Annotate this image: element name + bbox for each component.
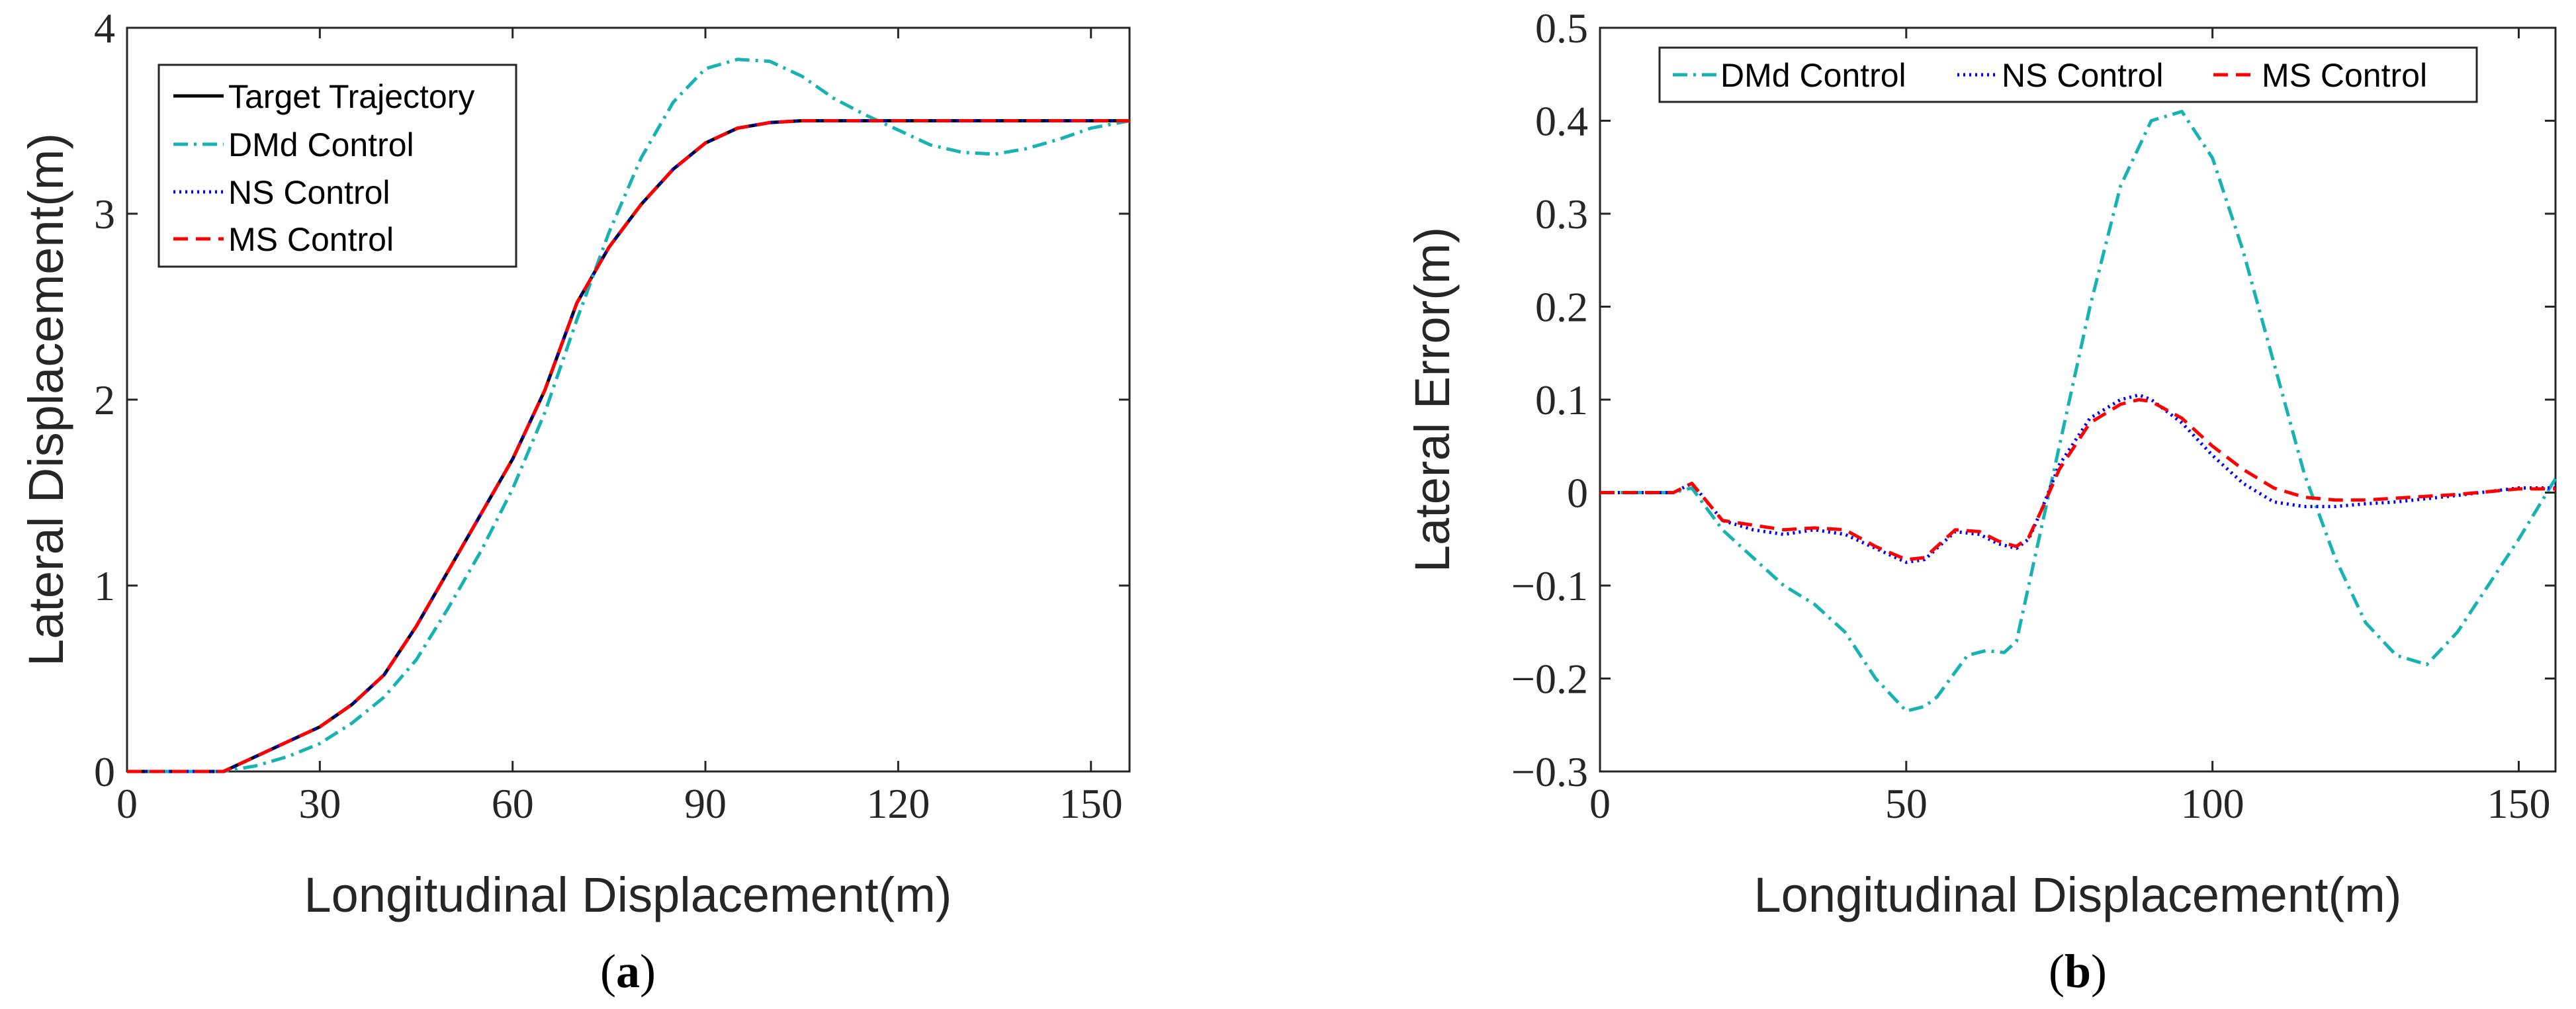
y-tick-label-b: 0.5: [1535, 5, 1588, 52]
legend-label-dmd-control-b: DMd Control: [1720, 57, 1906, 94]
x-tick-label-b: 50: [1885, 780, 1928, 827]
chart-panel-b: 0 50 100 150 −0.3 −0.2 −0.1 0 0.1 0.2 0.3 0.4 0.5 Lo…: [1405, 5, 2557, 998]
legend-label-target-trajectory-a: Target Trajectory: [228, 78, 474, 115]
x-tick-label-b: 100: [2181, 780, 2244, 827]
y-tick-label-a: 0: [94, 748, 115, 795]
x-tick-label-b: 0: [1589, 780, 1611, 827]
ticks-b: 0 50 100 150 −0.3 −0.2 −0.1 0 0.1 0.2 0.3 0.4 0.5: [1511, 5, 2555, 827]
caption-letter-a: a: [616, 945, 640, 998]
series-line-ms-control-a: [127, 119, 1130, 773]
y-tick-label-a: 4: [94, 5, 115, 52]
y-tick-label-a: 1: [94, 562, 115, 609]
legend-box-a: [157, 64, 517, 268]
x-tick-label-a: 0: [116, 780, 138, 827]
caption-letter-b: b: [2065, 945, 2091, 998]
series-group-a: [127, 58, 1130, 773]
legend-label-ns-control-b: NS Control: [2002, 57, 2164, 94]
series-line-dmd-control-b: [1600, 110, 2557, 713]
y-axis-label-b: Lateral Error(m): [1405, 227, 1460, 572]
x-tick-label-a: 30: [298, 780, 341, 827]
legend-label-ms-control-b: MS Control: [2262, 57, 2427, 94]
y-tick-label-a: 2: [94, 376, 115, 423]
legend-a: Target Trajectory DMd Control NS Control…: [157, 64, 517, 268]
series-group-b: [1600, 110, 2557, 713]
legend-label-ns-control-a: NS Control: [228, 174, 390, 211]
legend-label-ms-control-a: MS Control: [228, 221, 394, 258]
series-line-ms-control-b: [1600, 398, 2555, 562]
y-tick-label-b: 0: [1567, 470, 1588, 517]
x-axis-label-b: Longitudinal Displacement(m): [1754, 867, 2402, 922]
series-line-dmd-control-a: [127, 58, 1130, 773]
y-axis-label-a: Lateral Displacement(m): [19, 133, 73, 666]
legend-box-b: [1658, 46, 2478, 103]
x-tick-label-a: 150: [1059, 780, 1123, 827]
y-tick-label-b: −0.3: [1511, 748, 1588, 795]
y-tick-label-b: 0.4: [1535, 98, 1588, 145]
chart-panel-a: 0 30 60 90 120 150 0 1 2 3 4 Longitudinal Displace…: [19, 5, 1131, 998]
x-axis-label-a: Longitudinal Displacement(m): [304, 867, 952, 922]
caption-a: (a): [600, 945, 656, 998]
x-tick-label-a: 90: [684, 780, 727, 827]
y-tick-label-b: −0.1: [1511, 562, 1588, 609]
y-tick-label-b: 0.2: [1535, 284, 1588, 331]
legend-b: DMd Control NS Control MS Control: [1658, 46, 2478, 103]
legend-label-dmd-control-a: DMd Control: [228, 126, 414, 163]
x-tick-label-a: 60: [492, 780, 534, 827]
x-tick-label-a: 120: [866, 780, 930, 827]
y-tick-label-b: −0.2: [1511, 656, 1588, 703]
ticks-a: 0 30 60 90 120 150 0 1 2 3 4: [94, 5, 1130, 827]
caption-b: (b): [2049, 945, 2107, 998]
y-tick-label-b: 0.3: [1535, 191, 1588, 238]
y-tick-label-a: 3: [94, 191, 115, 238]
x-tick-label-b: 150: [2487, 780, 2550, 827]
y-tick-label-b: 0.1: [1535, 376, 1588, 423]
